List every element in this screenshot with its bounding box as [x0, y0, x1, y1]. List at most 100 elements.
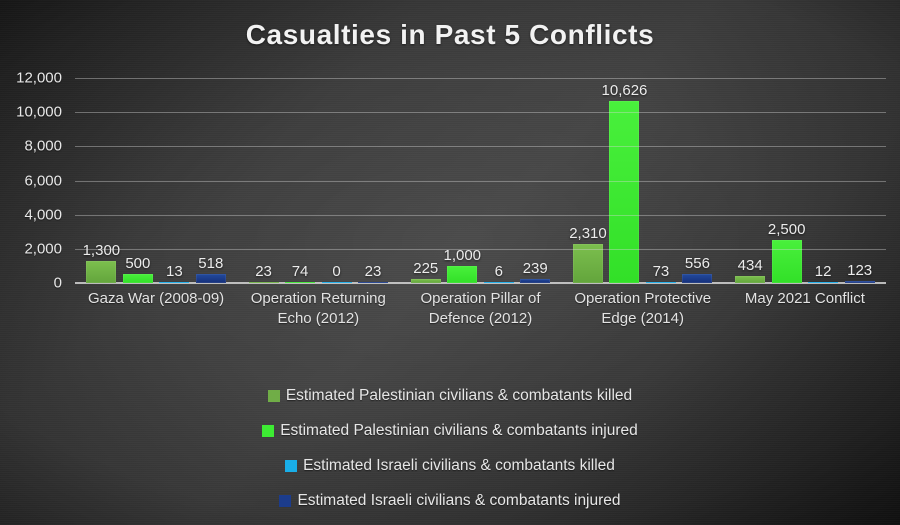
y-axis-tick-label: 6,000: [24, 172, 62, 189]
gridline: [75, 78, 886, 79]
legend-label: Estimated Palestinian civilians & combat…: [280, 421, 638, 439]
gridline: [75, 180, 886, 182]
y-axis-tick-label: 0: [53, 274, 62, 292]
y-axis-tick-label: 2,000: [24, 240, 62, 258]
bar-value-label: 74: [291, 262, 309, 280]
bar-slot: 12: [805, 78, 841, 283]
bar-slot: 123: [841, 78, 877, 283]
y-axis-tick-label: 10,000: [16, 103, 62, 121]
bar[interactable]: 23: [248, 263, 279, 283]
y-axis-tick-label: 4,000: [24, 206, 62, 224]
bar-group: 225 1,000 6 239: [399, 78, 561, 283]
bar-slot: 556: [679, 78, 715, 283]
x-axis-category-labels: Gaza War (2008-09) Operation Returning Ec…: [75, 289, 886, 329]
bar[interactable]: 12: [808, 263, 839, 283]
bar-value-label: 1,300: [82, 241, 121, 259]
legend-swatch-icon: [285, 459, 298, 472]
bar-group: 1,300 500 13 518: [75, 78, 237, 283]
bar[interactable]: 73: [645, 263, 676, 283]
bar-slot: 23: [245, 78, 281, 283]
bar-slot: 518: [193, 78, 229, 283]
gridline: [75, 248, 886, 250]
legend-item-content: Estimated Palestinian civilians & combat…: [262, 422, 638, 440]
bar[interactable]: 2,310: [569, 225, 607, 283]
bar-value-label: 6: [494, 262, 503, 280]
bar-slot: 74: [282, 78, 318, 283]
bar-value-label: 556: [684, 254, 710, 272]
y-axis-tick-label: 12,000: [16, 69, 62, 87]
gridline: [75, 146, 886, 148]
bar[interactable]: 23: [358, 263, 389, 283]
x-axis-category-label: Operation Pillar of Defence (2012): [420, 290, 541, 327]
x-axis-category-label: Gaza War (2008-09): [88, 290, 225, 307]
bar[interactable]: 74: [285, 263, 316, 283]
x-axis-category-label: Operation Returning Echo (2012): [250, 290, 386, 327]
bar-value-label: 239: [522, 259, 548, 277]
bar-slot: 23: [355, 78, 391, 283]
chart-legend: Estimated Palestinian civilians & combat…: [0, 378, 900, 518]
bar[interactable]: 239: [520, 260, 551, 283]
bar-slot: 2,310: [569, 78, 607, 283]
legend-label: Estimated Israeli civilians & combatants…: [297, 491, 621, 509]
bar-value-label: 225: [413, 260, 439, 278]
bar-value-label: 23: [364, 262, 382, 280]
legend-item[interactable]: Estimated Palestinian civilians & combat…: [0, 378, 900, 413]
bar-group: 2,310 10,626 73 556: [562, 78, 724, 283]
bar[interactable]: 434: [735, 257, 766, 283]
bar[interactable]: 10,626: [602, 82, 647, 283]
bar-slot: 0: [318, 78, 354, 283]
bar[interactable]: 1,300: [83, 242, 120, 283]
bar-value-label: 434: [737, 256, 763, 274]
bar-group: 23 74 0 23: [237, 78, 399, 283]
legend-label: Estimated Israeli civilians & combatants…: [303, 456, 615, 474]
bar-value-label: 10,626: [601, 82, 648, 100]
bar[interactable]: 0: [321, 263, 352, 283]
bar-value-label: 23: [255, 262, 272, 280]
bar-slot: 2,500: [768, 78, 805, 283]
bar-value-label: 12: [814, 262, 832, 280]
plot-area: 1,300 500 13 518 23 74 0 23 225 1,000 6 239 2,310 10,…: [75, 78, 886, 284]
legend-swatch-icon: [267, 389, 280, 402]
x-axis-line: [75, 282, 886, 284]
bar-slot: 13: [156, 78, 192, 283]
bar-slot: 1,300: [83, 78, 120, 283]
bar-value-label: 123: [847, 261, 873, 279]
legend-item-content: Estimated Israeli civilians & combatants…: [285, 457, 615, 475]
legend-item[interactable]: Estimated Israeli civilians & combatants…: [0, 448, 900, 483]
y-axis: 12,000 10,000 8,000 6,000 4,000 2,000 0: [0, 70, 900, 292]
bar-value-label: 1,000: [443, 246, 482, 264]
bar-value-label: 2,310: [569, 224, 607, 242]
bar[interactable]: 500: [122, 255, 153, 283]
bar-value-label: 13: [165, 262, 183, 280]
legend-swatch-icon: [279, 494, 292, 507]
bar-groups: 1,300 500 13 518 23 74 0 23 225 1,000 6 239 2,310 10,…: [75, 78, 886, 283]
bar[interactable]: 2,500: [768, 221, 805, 283]
gridline: [75, 214, 886, 216]
legend-label: Estimated Palestinian civilians & combat…: [285, 386, 633, 404]
bar[interactable]: 225: [410, 260, 441, 283]
bar-group: 434 2,500 12 123: [724, 78, 886, 283]
bar-value-label: 0: [332, 263, 341, 280]
legend-item[interactable]: Estimated Palestinian civilians & combat…: [0, 413, 900, 448]
gridline: [75, 112, 886, 114]
y-axis-tick-label: 8,000: [24, 137, 62, 155]
bar-value-label: 73: [652, 262, 670, 280]
bar-slot: 10,626: [602, 78, 647, 283]
legend-item-content: Estimated Palestinian civilians & combat…: [267, 386, 633, 405]
legend-swatch-icon: [262, 424, 275, 437]
x-axis-category-label: Operation Protective Edge (2014): [574, 290, 712, 327]
bar[interactable]: 6: [483, 263, 514, 283]
bar-slot: 6: [481, 78, 517, 283]
bar-slot: 1,000: [443, 78, 481, 283]
bar[interactable]: 13: [159, 263, 190, 283]
bar-slot: 434: [732, 78, 768, 283]
bar[interactable]: 1,000: [443, 247, 481, 283]
bar-value-label: 2,500: [767, 221, 806, 239]
legend-item[interactable]: Estimated Israeli civilians & combatants…: [0, 483, 900, 518]
bar[interactable]: 123: [844, 262, 875, 283]
bar-value-label: 500: [125, 255, 151, 273]
chart-title: Casualties in Past 5 Conflicts: [245, 19, 655, 50]
bar[interactable]: 518: [195, 255, 226, 283]
bar[interactable]: 556: [682, 255, 713, 283]
